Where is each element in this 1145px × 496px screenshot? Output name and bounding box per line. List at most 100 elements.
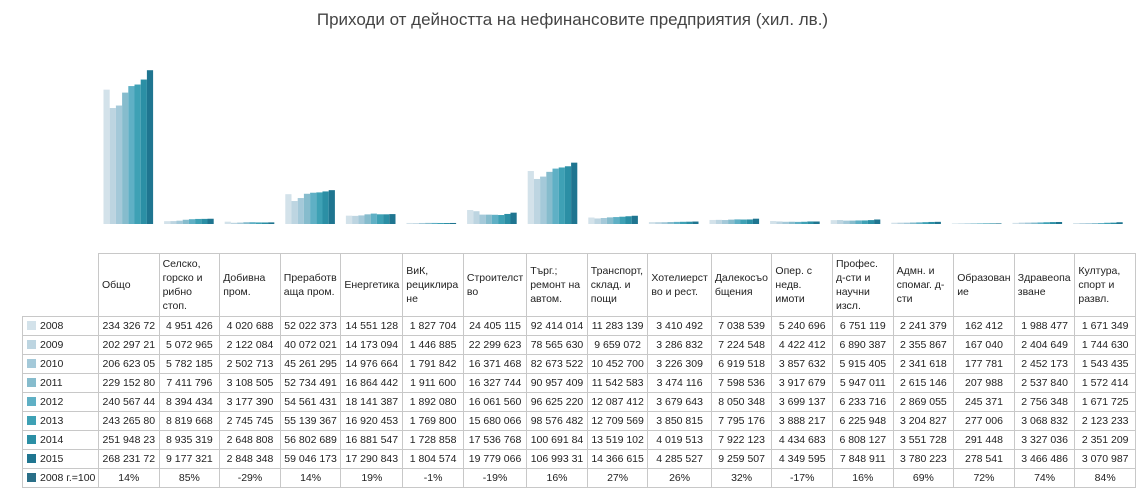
data-label: 8 394 434 bbox=[158, 392, 221, 412]
bar-2009-2 bbox=[170, 221, 177, 224]
bar-2011-11 bbox=[728, 219, 735, 224]
bar-2011-1 bbox=[122, 92, 129, 225]
data-label: 3 679 643 bbox=[647, 392, 712, 412]
bar-2012-17 bbox=[1097, 223, 1105, 224]
data-label: 2 341 618 bbox=[892, 354, 955, 374]
bar-2012-12 bbox=[794, 221, 802, 224]
bar-2010-8 bbox=[540, 176, 547, 224]
data-label: 1 572 414 bbox=[1074, 373, 1136, 393]
legend-label: 2008 г.=100 bbox=[40, 472, 96, 484]
bar-2012-15 bbox=[976, 223, 983, 224]
bar-2012-13 bbox=[855, 220, 862, 224]
data-label: 9 659 072 bbox=[586, 335, 649, 355]
data-label: 7 598 536 bbox=[710, 373, 773, 393]
data-label: 3 286 832 bbox=[647, 335, 712, 355]
bar-2014-8 bbox=[564, 166, 572, 224]
table-row-change: 2008 г.=100 14% 85% -29% 14% 19% -1% -19% 16% 27%… bbox=[22, 468, 1136, 488]
bar-2015-15 bbox=[995, 223, 1002, 224]
bar-2013-15 bbox=[982, 223, 990, 224]
bar-2008-15 bbox=[951, 223, 959, 224]
data-label: 11 542 583 bbox=[586, 373, 649, 393]
legend-swatch bbox=[27, 454, 36, 463]
bar-2012-9 bbox=[613, 217, 620, 224]
data-label: 40 072 021 bbox=[279, 335, 342, 355]
bar-2011-3 bbox=[243, 222, 250, 224]
data-label: 3 699 137 bbox=[771, 392, 833, 412]
bar-2008-10 bbox=[648, 222, 656, 224]
bar-2014-15 bbox=[989, 223, 996, 224]
bar-2013-1 bbox=[134, 84, 141, 224]
data-label: 1 543 435 bbox=[1074, 354, 1136, 374]
data-label: 27% bbox=[586, 468, 649, 488]
bar-2010-15 bbox=[964, 223, 971, 224]
legend-label: 2010 bbox=[40, 358, 64, 370]
category-label: ВиК, рециклира не bbox=[402, 253, 464, 317]
bar-2010-9 bbox=[600, 218, 607, 224]
bar-2014-6 bbox=[443, 223, 450, 224]
data-label: 2 452 173 bbox=[1013, 354, 1076, 374]
data-label: 72% bbox=[953, 468, 1015, 488]
bar-2014-9 bbox=[625, 216, 632, 224]
data-label: 16 371 468 bbox=[462, 354, 528, 374]
bar-2013-7 bbox=[498, 215, 505, 224]
bar-2010-17 bbox=[1085, 223, 1092, 224]
data-label: 5 072 965 bbox=[158, 335, 221, 355]
bar-2015-14 bbox=[934, 221, 941, 224]
legend-label: 2009 bbox=[40, 339, 64, 351]
legend-entry: 2009 bbox=[22, 335, 99, 355]
legend-swatch bbox=[27, 397, 36, 406]
bar-2008-6 bbox=[406, 222, 413, 224]
bar-2009-15 bbox=[958, 223, 965, 224]
data-label: 278 541 bbox=[953, 449, 1015, 469]
bar-2011-17 bbox=[1091, 223, 1098, 224]
data-label: 3 888 217 bbox=[771, 411, 833, 431]
data-label: 2 355 867 bbox=[892, 335, 955, 355]
data-label: 268 231 72 bbox=[98, 449, 160, 469]
legend-label: 2012 bbox=[40, 396, 64, 408]
data-label: 82 673 522 bbox=[526, 354, 588, 374]
bar-2011-2 bbox=[182, 219, 189, 224]
legend-label: 2011 bbox=[40, 377, 63, 389]
bar-2010-2 bbox=[176, 220, 183, 224]
legend-swatch bbox=[27, 473, 36, 482]
data-label: 3 850 815 bbox=[647, 411, 712, 431]
bar-2012-7 bbox=[491, 214, 499, 224]
bar-2015-3 bbox=[268, 222, 275, 224]
data-label: 234 326 72 bbox=[98, 316, 160, 336]
data-label: 245 371 bbox=[953, 392, 1015, 412]
bar-2014-17 bbox=[1110, 222, 1117, 224]
bar-2015-13 bbox=[874, 219, 881, 224]
data-label: 16 864 442 bbox=[340, 373, 404, 393]
bar-2008-3 bbox=[224, 221, 231, 224]
data-label: 3 108 505 bbox=[219, 373, 281, 393]
bar-2009-12 bbox=[776, 221, 783, 224]
data-label: 1 827 704 bbox=[402, 316, 464, 336]
category-label: Енергетика bbox=[340, 253, 404, 317]
data-label: 7 922 123 bbox=[710, 430, 773, 450]
bar-2009-16 bbox=[1018, 222, 1025, 224]
bar-2010-13 bbox=[843, 220, 850, 224]
data-label: 17 290 843 bbox=[340, 449, 404, 469]
data-label: 14 976 664 bbox=[340, 354, 404, 374]
data-label: 8 050 348 bbox=[710, 392, 773, 412]
data-label: 2 648 808 bbox=[219, 430, 281, 450]
data-label: 4 349 595 bbox=[771, 449, 833, 469]
category-label: Опер. с недв. имоти bbox=[771, 253, 833, 317]
bar-2015-17 bbox=[1116, 222, 1123, 224]
data-label: 16 920 453 bbox=[340, 411, 404, 431]
bar-2013-9 bbox=[619, 216, 626, 224]
data-label: 3 327 036 bbox=[1013, 430, 1076, 450]
data-label: 2 745 745 bbox=[219, 411, 281, 431]
data-label: 16 061 560 bbox=[462, 392, 528, 412]
bar-2015-6 bbox=[449, 222, 457, 224]
bar-2015-7 bbox=[510, 212, 517, 224]
data-label: 3 780 223 bbox=[892, 449, 955, 469]
legend-entry: 2008 г.=100 bbox=[22, 468, 99, 488]
data-label: 162 412 bbox=[953, 316, 1015, 336]
legend-swatch bbox=[27, 359, 36, 368]
legend-swatch bbox=[27, 416, 36, 425]
data-label: 78 565 630 bbox=[526, 335, 588, 355]
data-label: 10 452 700 bbox=[586, 354, 649, 374]
data-label: 7 038 539 bbox=[710, 316, 773, 336]
table-row: 2012 240 567 44 8 394 434 3 177 390 54 561 4… bbox=[22, 392, 1136, 412]
